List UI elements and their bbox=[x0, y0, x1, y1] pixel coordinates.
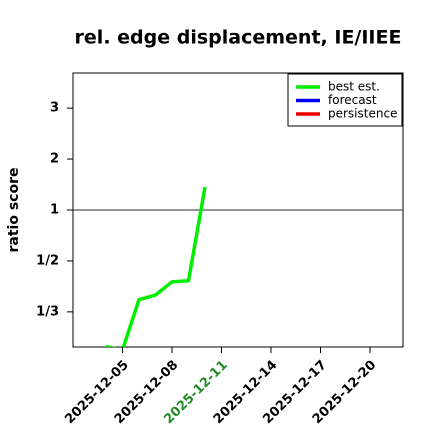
legend-label: best est. bbox=[328, 80, 380, 94]
legend-label: forecast bbox=[328, 93, 377, 107]
y-tick-label: 3 bbox=[50, 101, 59, 116]
y-axis-label: ratio score bbox=[6, 168, 22, 253]
y-tick-label: 2 bbox=[50, 152, 59, 167]
chart-title: rel. edge displacement, IE/IIEE bbox=[75, 27, 402, 49]
y-tick-label: 1 bbox=[50, 203, 59, 218]
y-tick-label: 1/3 bbox=[36, 304, 59, 319]
y-tick-label: 1/2 bbox=[36, 253, 59, 268]
legend-label: persistence bbox=[328, 107, 397, 121]
series-line bbox=[105, 186, 207, 347]
plot-area bbox=[105, 186, 207, 347]
